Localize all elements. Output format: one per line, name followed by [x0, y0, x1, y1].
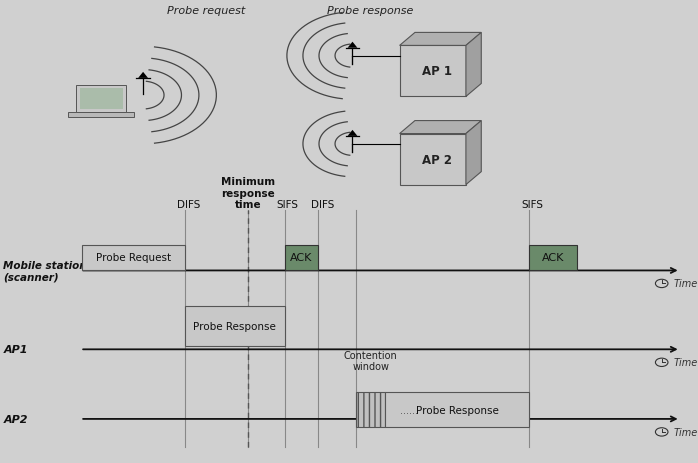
Polygon shape: [399, 121, 482, 134]
FancyBboxPatch shape: [82, 245, 185, 270]
Text: Time: Time: [674, 357, 698, 368]
Text: ACK: ACK: [290, 253, 313, 263]
FancyBboxPatch shape: [285, 245, 318, 270]
Text: ACK: ACK: [542, 253, 564, 263]
Polygon shape: [466, 33, 482, 97]
Polygon shape: [348, 43, 357, 49]
FancyBboxPatch shape: [399, 134, 466, 185]
Text: DIFS: DIFS: [311, 200, 334, 210]
Text: Probe request: Probe request: [167, 6, 245, 16]
Text: Probe response: Probe response: [327, 6, 413, 16]
Text: Time: Time: [674, 427, 698, 437]
FancyBboxPatch shape: [385, 392, 529, 427]
FancyBboxPatch shape: [529, 245, 577, 270]
Text: SIFS: SIFS: [276, 200, 299, 210]
FancyBboxPatch shape: [80, 89, 123, 110]
Text: AP 2: AP 2: [422, 153, 452, 166]
Text: Mobile station
(scanner): Mobile station (scanner): [3, 260, 87, 282]
Text: Contention
window: Contention window: [343, 350, 398, 371]
FancyBboxPatch shape: [68, 113, 134, 118]
Text: Probe Response: Probe Response: [193, 321, 276, 332]
FancyBboxPatch shape: [399, 46, 466, 97]
FancyBboxPatch shape: [356, 392, 385, 427]
Text: AP1: AP1: [3, 344, 28, 355]
Polygon shape: [138, 73, 148, 79]
Text: DIFS: DIFS: [177, 200, 200, 210]
Text: ......: ......: [400, 405, 418, 415]
Polygon shape: [466, 121, 482, 185]
Text: Minimum
response
time: Minimum response time: [221, 176, 275, 210]
Text: Probe Request: Probe Request: [96, 253, 171, 263]
Polygon shape: [348, 131, 357, 137]
Text: Probe Response: Probe Response: [416, 405, 498, 415]
FancyBboxPatch shape: [76, 86, 126, 113]
Text: AP 1: AP 1: [422, 65, 452, 78]
Text: Time: Time: [674, 279, 698, 289]
FancyBboxPatch shape: [185, 307, 285, 346]
Polygon shape: [399, 33, 482, 46]
Text: SIFS: SIFS: [521, 200, 543, 210]
Text: AP2: AP2: [3, 414, 28, 424]
